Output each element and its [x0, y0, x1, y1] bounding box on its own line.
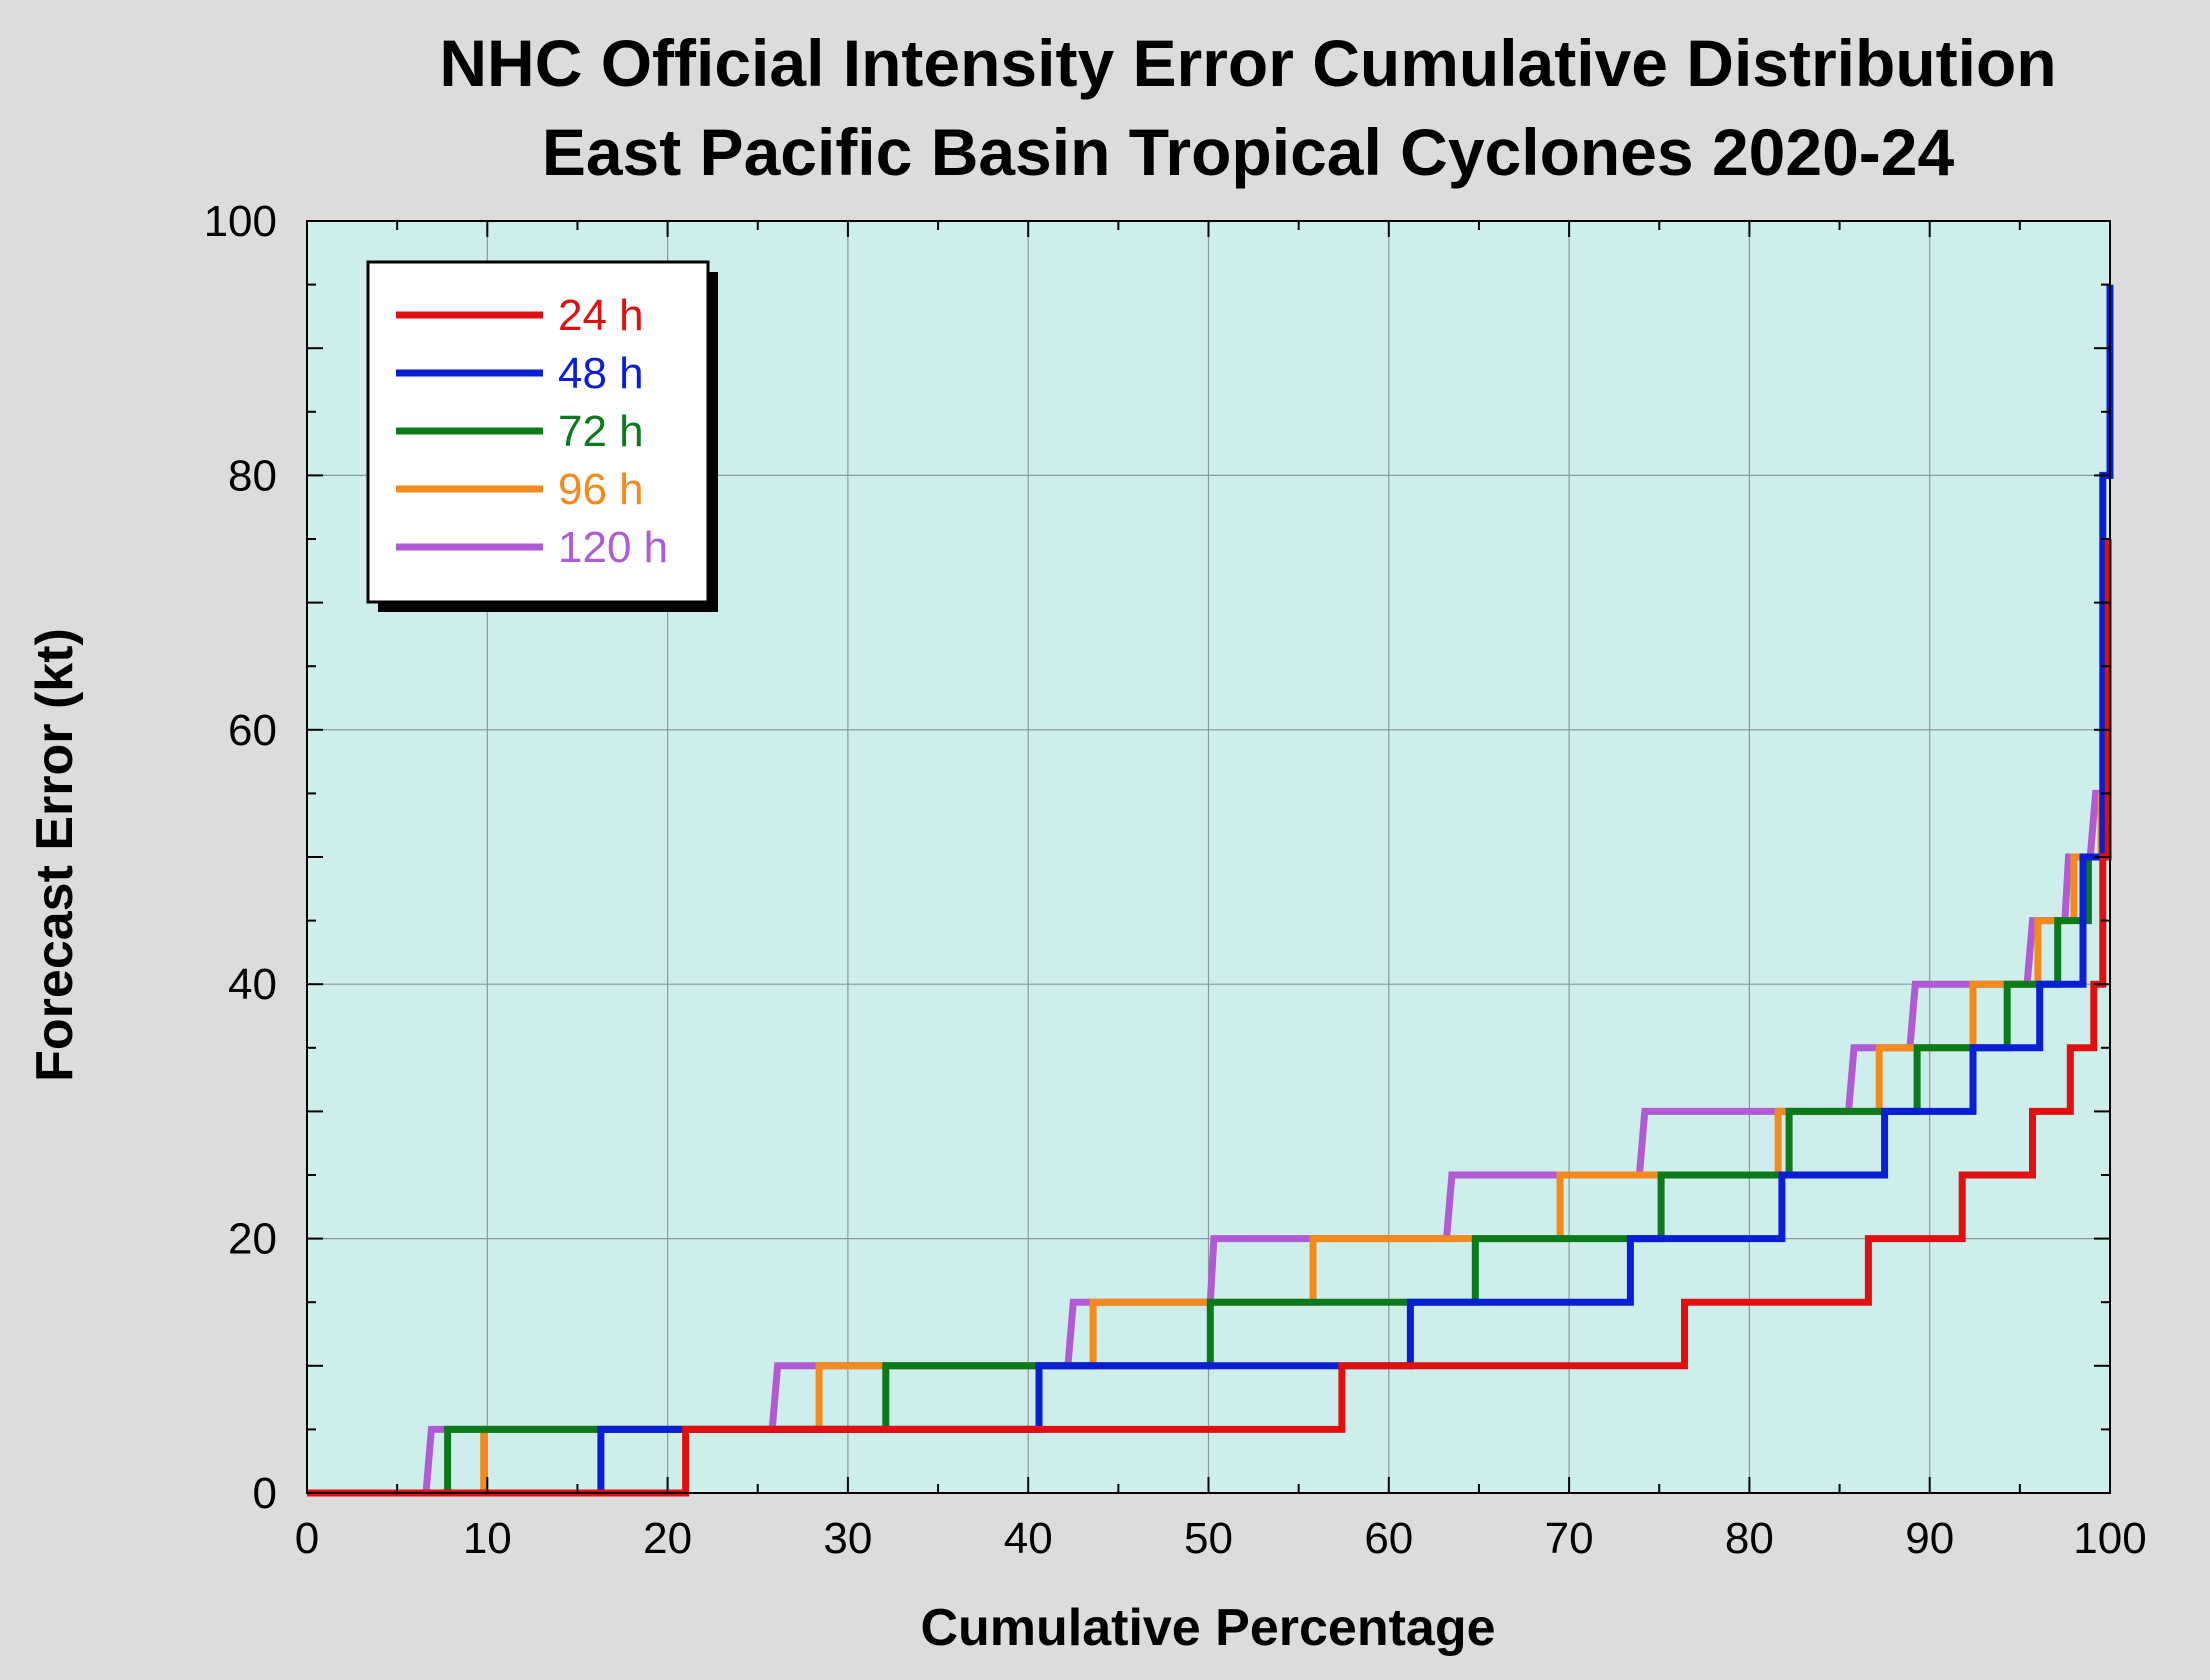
legend-label: 48 h	[558, 349, 644, 398]
series-lines	[307, 284, 2114, 1497]
y-tick-label: 60	[228, 706, 277, 755]
legend-label: 96 h	[558, 465, 644, 514]
y-tick-label: 40	[228, 960, 277, 1009]
axis-ticks: 0 10 20 30 40 50 60 70 80 90 100 0 20 40 60 80 100	[204, 197, 2147, 1563]
x-tick-label: 60	[1364, 1514, 1413, 1563]
x-axis-label: Cumulative Percentage	[920, 1599, 1495, 1657]
x-tick-label: 20	[643, 1514, 692, 1563]
x-tick-label: 30	[823, 1514, 872, 1563]
x-tick-label: 50	[1184, 1514, 1233, 1563]
legend-label: 120 h	[558, 523, 668, 572]
y-axis-label: Forecast Error (kt)	[26, 628, 84, 1082]
y-tick-label: 80	[228, 451, 277, 500]
y-tick-label: 0	[253, 1469, 277, 1518]
x-tick-label: 0	[295, 1514, 319, 1563]
x-tick-label: 80	[1725, 1514, 1774, 1563]
y-tick-label: 20	[228, 1215, 277, 1264]
legend-label: 72 h	[558, 407, 644, 456]
series-line-120h	[307, 666, 2109, 1497]
x-tick-label: 70	[1545, 1514, 1594, 1563]
chart-subtitle: East Pacific Basin Tropical Cyclones 202…	[542, 115, 1955, 189]
x-tick-label: 40	[1004, 1514, 1053, 1563]
x-tick-label: 10	[463, 1514, 512, 1563]
x-tick-label: 90	[1905, 1514, 1954, 1563]
chart-title: NHC Official Intensity Error Cumulative …	[439, 26, 2056, 100]
y-tick-label: 100	[204, 197, 277, 246]
legend-label: 24 h	[558, 291, 644, 340]
x-tick-label: 100	[2073, 1514, 2146, 1563]
legend: 24 h 48 h 72 h 96 h 120 h	[366, 260, 718, 612]
grid-lines	[307, 221, 2110, 1493]
series-line-48h	[307, 284, 2114, 1497]
